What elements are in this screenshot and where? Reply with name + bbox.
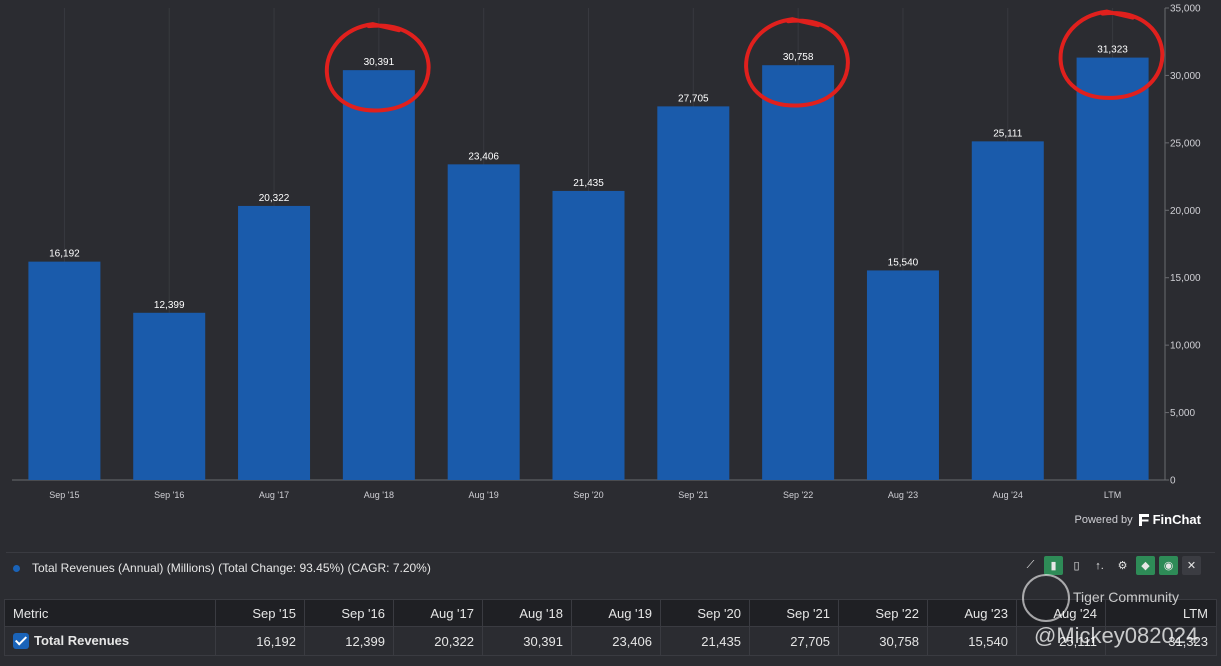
finchat-icon <box>1138 513 1149 526</box>
x-tick-label: LTM <box>1104 490 1121 500</box>
bar <box>447 164 520 480</box>
data-label: 23,406 <box>468 151 499 162</box>
value-cell: 21,435 <box>660 626 750 656</box>
x-tick-label: Aug '23 <box>888 490 918 500</box>
column-header: Sep '20 <box>660 599 750 627</box>
bar <box>762 65 835 481</box>
value-cell: 15,540 <box>927 626 1017 656</box>
data-label: 31,323 <box>1097 45 1128 56</box>
x-tick-label: Sep '21 <box>678 490 708 500</box>
bar <box>552 190 625 480</box>
x-tick-label: Sep '15 <box>49 490 79 500</box>
x-tick-label: Aug '17 <box>259 490 289 500</box>
legend-dot-icon <box>13 564 20 572</box>
column-header: Aug '19 <box>571 599 661 627</box>
data-table: Metric Sep '15 Sep '16 Aug '17 Aug '18 Aug '… <box>4 599 1217 656</box>
y-tick-label: 20,000 <box>1170 206 1201 217</box>
watermark-line1: Tiger Community <box>1073 589 1180 605</box>
value-cell: 30,391 <box>482 626 572 656</box>
x-tick-label: Sep '20 <box>573 490 603 500</box>
table-row: Total Revenues 16,192 12,399 20,322 30,391 2… <box>4 626 1217 656</box>
x-tick-label: Aug '18 <box>364 490 394 500</box>
x-tick-label: Aug '19 <box>469 490 499 500</box>
chart-toolbar: ⟋ ▮ ▯ ↑. ⚙ ◆ ◉ ✕ <box>1021 556 1201 575</box>
legend-label: Total Revenues (Annual) (Millions) (Tota… <box>32 561 431 575</box>
y-tick-label: 10,000 <box>1170 341 1201 352</box>
data-label: 20,322 <box>259 193 290 204</box>
powered-by[interactable]: Powered by FinChat <box>1075 512 1201 527</box>
y-tick-label: 0 <box>1170 476 1176 487</box>
data-label: 27,705 <box>678 93 709 104</box>
column-header: Aug '18 <box>482 599 572 627</box>
eye-icon[interactable]: ◉ <box>1159 556 1178 575</box>
y-tick-label: 15,000 <box>1170 273 1201 284</box>
series-legend: Total Revenues (Annual) (Millions) (Tota… <box>0 556 1221 580</box>
bar <box>342 70 415 481</box>
bar <box>971 141 1044 480</box>
value-cell: 16,192 <box>215 626 305 656</box>
bar <box>133 312 206 480</box>
y-tick-label: 30,000 <box>1170 71 1201 82</box>
y-tick-label: 25,000 <box>1170 138 1201 149</box>
series-checkbox[interactable] <box>13 633 29 650</box>
finchat-brand-text: FinChat <box>1152 512 1201 527</box>
column-header: Sep '21 <box>749 599 839 627</box>
data-label: 21,435 <box>573 178 604 189</box>
highlight-circle-annotation <box>1058 9 1165 100</box>
data-label: 25,111 <box>993 128 1023 139</box>
gear-icon[interactable]: ⚙ <box>1117 560 1128 572</box>
column-header: Aug '23 <box>927 599 1017 627</box>
value-cell: 12,399 <box>304 626 394 656</box>
data-label: 30,758 <box>783 52 814 63</box>
x-tick-label: Sep '22 <box>783 490 813 500</box>
data-label: 12,399 <box>154 300 185 311</box>
value-cell: 25,111 <box>1016 626 1106 656</box>
data-label: 30,391 <box>364 57 395 68</box>
revenue-bar-chart: 0 5,000 10,000 15,000 20,000 25,000 30,000 35,0… <box>12 4 1201 500</box>
value-cell: 31,323 <box>1105 626 1217 656</box>
column-header: Aug '17 <box>393 599 483 627</box>
y-tick-label: 35,000 <box>1170 4 1201 15</box>
y-tick-label: 5,000 <box>1170 408 1195 419</box>
bar <box>866 270 939 480</box>
x-tick-label: Sep '16 <box>154 490 184 500</box>
sort-icon[interactable]: ↑. <box>1095 559 1104 572</box>
highlight-circle-annotation <box>324 22 431 113</box>
watermark-line2: @Mickey082024 <box>1034 623 1199 648</box>
close-icon[interactable]: ✕ <box>1182 556 1201 575</box>
column-header: Sep '15 <box>215 599 305 627</box>
value-cell: 27,705 <box>749 626 839 656</box>
metric-label: Total Revenues <box>34 632 130 648</box>
tiger-logo-icon <box>1022 574 1070 622</box>
highlight-circle-annotation <box>744 17 850 108</box>
data-label: 15,540 <box>888 257 919 268</box>
bar <box>28 261 101 480</box>
value-cell: 20,322 <box>393 626 483 656</box>
section-divider <box>6 552 1215 553</box>
finchat-logo[interactable]: FinChat <box>1138 512 1201 527</box>
column-header: Sep '16 <box>304 599 394 627</box>
column-header: Sep '22 <box>838 599 928 627</box>
data-label: 16,192 <box>49 249 80 260</box>
tag-icon[interactable]: ◆ <box>1136 556 1155 575</box>
metric-header: Metric <box>4 599 216 627</box>
bar <box>1076 57 1149 480</box>
bar <box>238 205 311 481</box>
table-header-row: Metric Sep '15 Sep '16 Aug '17 Aug '18 Aug '… <box>4 599 1217 627</box>
line-chart-icon[interactable]: ⟋ <box>1026 559 1035 571</box>
x-tick-label: Aug '24 <box>993 490 1023 500</box>
bar-chart-icon[interactable]: ▮ <box>1044 556 1063 575</box>
bar <box>657 106 730 480</box>
metric-cell: Total Revenues <box>4 626 216 656</box>
grouped-bar-icon[interactable]: ▯ <box>1073 560 1080 572</box>
column-header: LTM <box>1105 599 1217 627</box>
powered-by-prefix: Powered by <box>1074 513 1133 526</box>
value-cell: 30,758 <box>838 626 928 656</box>
value-cell: 23,406 <box>571 626 661 656</box>
